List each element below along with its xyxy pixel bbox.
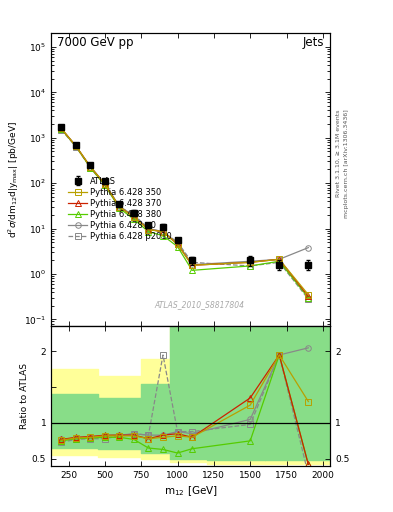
- Pythia 6.428 370: [306, 293, 311, 300]
- Line: Pythia 6.428 370: Pythia 6.428 370: [59, 125, 311, 299]
- Pythia 6.428 p2010: [248, 263, 253, 269]
- Pythia 6.428 350: [277, 256, 282, 262]
- Pythia 6.428 370: [103, 181, 107, 187]
- Pythia 6.428 370: [73, 143, 78, 149]
- Pythia 6.428 p0: [132, 213, 136, 219]
- Pythia 6.428 380: [190, 267, 195, 273]
- Pythia 6.428 p2010: [88, 164, 93, 170]
- Pythia 6.428 p2010: [103, 182, 107, 188]
- Pythia 6.428 350: [59, 125, 64, 132]
- Pythia 6.428 p0: [117, 203, 122, 209]
- Pythia 6.428 370: [132, 214, 136, 220]
- Pythia 6.428 370: [248, 259, 253, 265]
- Pythia 6.428 380: [73, 143, 78, 150]
- Pythia 6.428 p2010: [190, 259, 195, 265]
- Pythia 6.428 p0: [146, 225, 151, 231]
- Pythia 6.428 380: [59, 126, 64, 132]
- Pythia 6.428 350: [88, 164, 93, 170]
- Text: Jets: Jets: [303, 36, 325, 49]
- X-axis label: m$_{12}$ [GeV]: m$_{12}$ [GeV]: [163, 484, 218, 498]
- Pythia 6.428 350: [175, 241, 180, 247]
- Pythia 6.428 380: [146, 229, 151, 235]
- Pythia 6.428 p0: [306, 245, 311, 251]
- Pythia 6.428 p0: [73, 143, 78, 149]
- Pythia 6.428 p2010: [277, 259, 282, 265]
- Pythia 6.428 380: [161, 232, 165, 239]
- Pythia 6.428 p0: [161, 229, 165, 235]
- Text: ATLAS_2010_S8817804: ATLAS_2010_S8817804: [154, 300, 244, 309]
- Text: mcplots.cern.ch [arXiv:1306.3436]: mcplots.cern.ch [arXiv:1306.3436]: [344, 110, 349, 218]
- Line: Pythia 6.428 p2010: Pythia 6.428 p2010: [59, 127, 311, 302]
- Pythia 6.428 350: [306, 291, 311, 297]
- Pythia 6.428 370: [175, 241, 180, 247]
- Pythia 6.428 350: [117, 204, 122, 210]
- Text: 7000 GeV pp: 7000 GeV pp: [57, 36, 133, 49]
- Text: Rivet 3.1.10, ≥ 3.1M events: Rivet 3.1.10, ≥ 3.1M events: [336, 110, 341, 197]
- Pythia 6.428 350: [161, 229, 165, 235]
- Pythia 6.428 p0: [277, 256, 282, 262]
- Pythia 6.428 350: [132, 214, 136, 220]
- Pythia 6.428 380: [277, 258, 282, 264]
- Pythia 6.428 p2010: [175, 239, 180, 245]
- Pythia 6.428 350: [190, 262, 195, 268]
- Pythia 6.428 p0: [59, 125, 64, 132]
- Y-axis label: d$^{2}\sigma$/dm$_{12}$d|y$_{\rm max}$| [pb/GeV]: d$^{2}\sigma$/dm$_{12}$d|y$_{\rm max}$| …: [7, 121, 21, 238]
- Pythia 6.428 p0: [103, 181, 107, 187]
- Line: Pythia 6.428 350: Pythia 6.428 350: [59, 125, 311, 297]
- Pythia 6.428 p2010: [132, 212, 136, 218]
- Pythia 6.428 370: [59, 125, 64, 132]
- Pythia 6.428 p2010: [306, 296, 311, 302]
- Pythia 6.428 p0: [248, 258, 253, 264]
- Legend: ATLAS, Pythia 6.428 350, Pythia 6.428 370, Pythia 6.428 380, Pythia 6.428 p0, Py: ATLAS, Pythia 6.428 350, Pythia 6.428 37…: [65, 173, 175, 244]
- Pythia 6.428 370: [161, 229, 165, 235]
- Pythia 6.428 p2010: [73, 143, 78, 150]
- Pythia 6.428 380: [248, 263, 253, 269]
- Pythia 6.428 p2010: [59, 126, 64, 133]
- Line: Pythia 6.428 p0: Pythia 6.428 p0: [59, 125, 311, 267]
- Pythia 6.428 350: [103, 181, 107, 187]
- Pythia 6.428 380: [88, 164, 93, 170]
- Pythia 6.428 370: [88, 164, 93, 170]
- Pythia 6.428 380: [103, 182, 107, 188]
- Pythia 6.428 p0: [190, 262, 195, 268]
- Pythia 6.428 350: [146, 226, 151, 232]
- Y-axis label: Ratio to ATLAS: Ratio to ATLAS: [20, 363, 29, 429]
- Pythia 6.428 370: [146, 226, 151, 232]
- Pythia 6.428 p0: [88, 163, 93, 169]
- Pythia 6.428 380: [132, 216, 136, 222]
- Pythia 6.428 370: [190, 262, 195, 268]
- Pythia 6.428 380: [175, 244, 180, 250]
- Pythia 6.428 350: [73, 143, 78, 149]
- Pythia 6.428 p2010: [146, 225, 151, 231]
- Line: Pythia 6.428 380: Pythia 6.428 380: [59, 126, 311, 301]
- Pythia 6.428 370: [277, 256, 282, 262]
- Pythia 6.428 p2010: [117, 204, 122, 210]
- Pythia 6.428 380: [306, 294, 311, 301]
- Pythia 6.428 p0: [175, 240, 180, 246]
- Pythia 6.428 p2010: [161, 229, 165, 235]
- Pythia 6.428 370: [117, 204, 122, 210]
- Pythia 6.428 380: [117, 205, 122, 211]
- Pythia 6.428 350: [248, 259, 253, 265]
